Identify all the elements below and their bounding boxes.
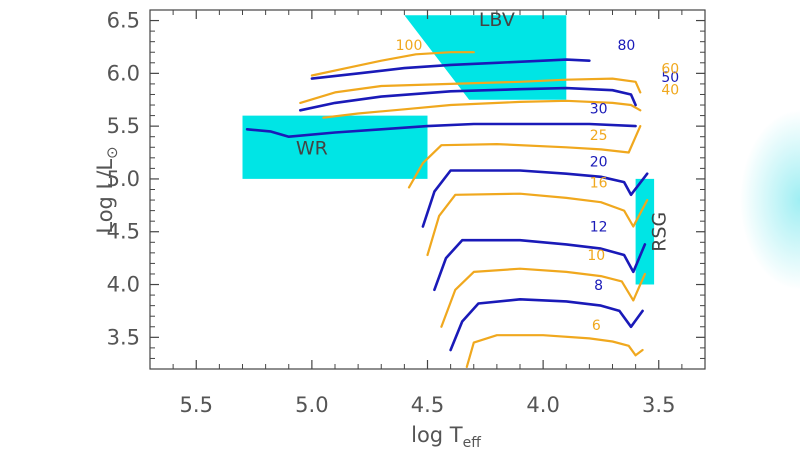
track-label-25: 25 [590, 128, 608, 144]
x-axis-title-main: log T [411, 423, 463, 447]
regions-layer [242, 15, 655, 285]
y-tick-label: 5.0 [107, 167, 140, 191]
track-label-60: 60 [661, 61, 679, 77]
track-40-msun [322, 99, 642, 119]
track-80-msun [310, 58, 591, 80]
y-tick-label: 4.5 [107, 220, 140, 244]
x-tick-label: 4.5 [411, 393, 444, 417]
track-16-msun [426, 192, 649, 257]
region-lbv [404, 15, 567, 100]
x-tick-label: 5.5 [180, 393, 213, 417]
y-axis-title: Log L/L⊙ [93, 146, 121, 233]
y-tick-label: 5.5 [107, 114, 140, 138]
edge-glow [740, 110, 800, 290]
track-label-100: 100 [396, 38, 423, 54]
track-60-msun [299, 77, 642, 104]
track-label-30: 30 [590, 101, 608, 117]
track-12-msun [433, 238, 647, 292]
track-label-80: 80 [617, 38, 635, 54]
x-axis-title: log Teff [411, 423, 481, 450]
ticks-layer: 5.5 5.0 4.5 4.0 3.5 3.5 4.0 4.5 5.0 5.5 6.0 6.5 [107, 9, 705, 417]
y-tick-label: 4.0 [107, 273, 140, 297]
track-10-msun [440, 267, 646, 328]
track-label-20: 20 [590, 154, 608, 170]
track-20-msun [421, 169, 649, 228]
y-tick-label: 3.5 [107, 325, 140, 349]
track-50-msun [299, 86, 637, 112]
track-label-8: 8 [594, 278, 603, 294]
x-tick-label: 3.5 [642, 393, 675, 417]
track-label-10: 10 [587, 248, 605, 264]
region-label-wr: WR [296, 138, 328, 160]
track-8-msun [449, 298, 644, 352]
track-25-msun [407, 125, 642, 189]
x-tick-label: 4.0 [526, 393, 559, 417]
track-label-40: 40 [661, 82, 679, 98]
track-label-16: 16 [590, 175, 608, 191]
region-wr [242, 115, 428, 179]
region-label-lbv: LBV [479, 9, 515, 31]
region-label-rsg: RSG [649, 212, 671, 252]
track-label-50: 50 [661, 70, 679, 86]
track-30-msun [245, 122, 637, 138]
track-label-12: 12 [590, 220, 608, 236]
y-axis-title-main: Log L/L [93, 159, 117, 234]
y-tick-label: 6.5 [107, 9, 140, 33]
track-6-msun [465, 334, 644, 368]
series-layer [245, 51, 649, 368]
x-tick-label: 5.0 [295, 393, 328, 417]
y-tick-label: 6.0 [107, 61, 140, 85]
track-label-6: 6 [592, 318, 601, 334]
x-axis-title-sub: eff [463, 435, 482, 450]
y-axis-title-symbol: ⊙ [103, 146, 121, 159]
track-100-msun [310, 51, 475, 77]
